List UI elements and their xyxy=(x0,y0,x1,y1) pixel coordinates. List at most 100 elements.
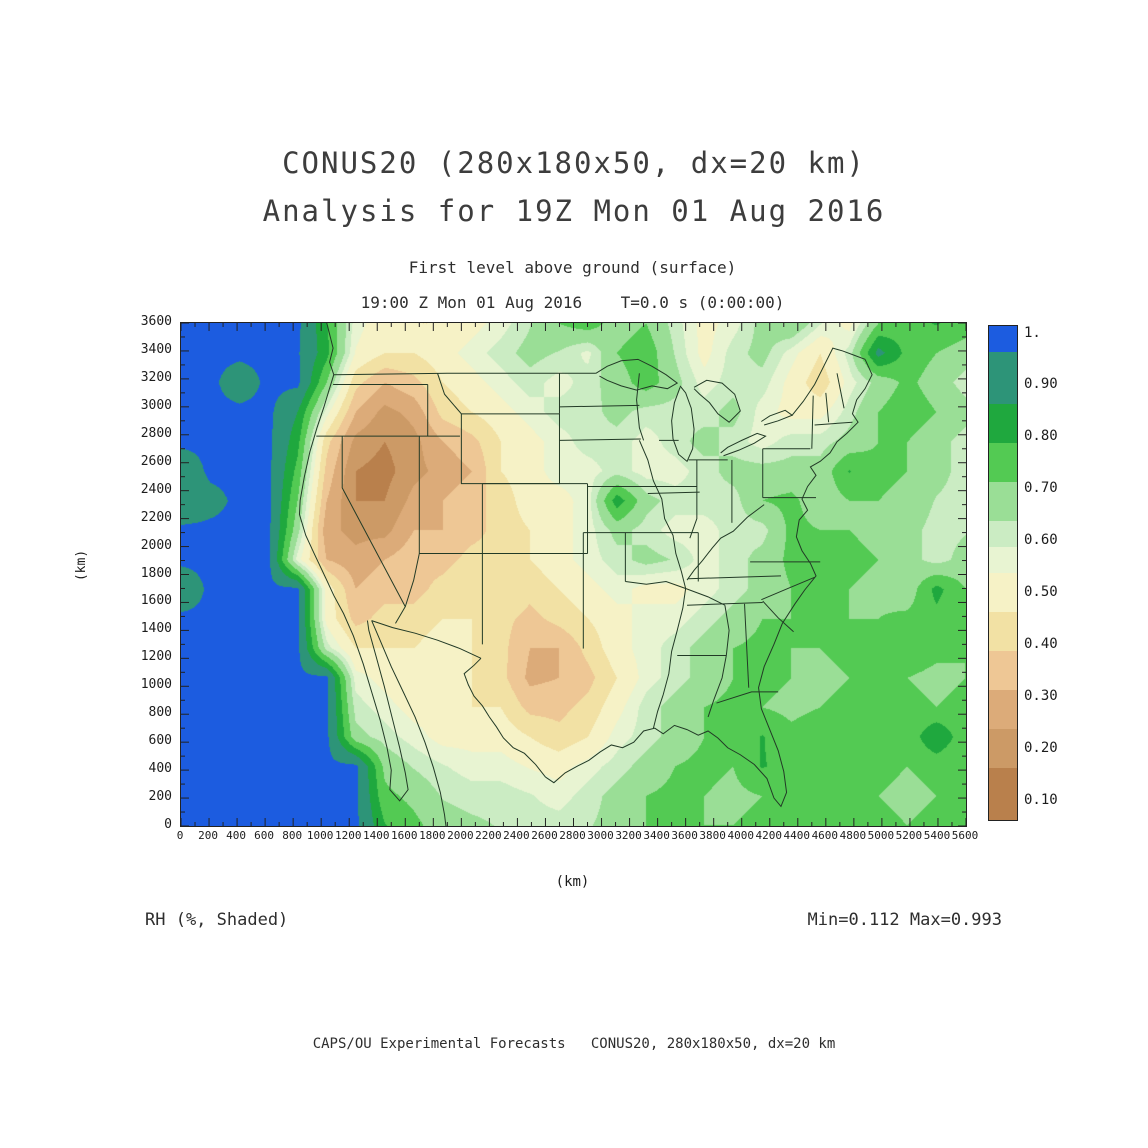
x-tick-label: 4000 xyxy=(727,829,754,842)
colorbar-segment xyxy=(989,482,1017,521)
x-tick-label: 2800 xyxy=(559,829,586,842)
y-tick-label: 1600 xyxy=(140,593,172,609)
map-border-line xyxy=(648,492,700,493)
map-border-line xyxy=(559,405,639,406)
map-border-line xyxy=(763,601,794,632)
map-border-line xyxy=(745,604,749,688)
y-tick-label: 0 xyxy=(164,817,172,832)
y-tick-label: 1000 xyxy=(140,677,172,693)
map-border-line xyxy=(837,373,844,408)
map-border-line xyxy=(637,373,644,440)
map-border-line xyxy=(761,410,792,425)
colorbar-tick-label: 1. xyxy=(1024,325,1041,341)
colorbar-tick-label: 0.60 xyxy=(1024,532,1058,548)
colorbar-segment xyxy=(989,443,1017,482)
y-axis-tick-labels: 0 200 400 600 800 1000 1200 1400 1600 1800 2000 220… xyxy=(108,314,172,832)
map-border-line xyxy=(694,380,740,422)
y-tick-label: 800 xyxy=(148,705,172,721)
map-border-line xyxy=(812,396,813,449)
colorbar xyxy=(988,325,1018,821)
y-tick-label: 3600 xyxy=(140,314,172,329)
y-tick-label: 2400 xyxy=(140,481,172,497)
y-tick-label: 2800 xyxy=(140,425,172,441)
map-border-line xyxy=(405,554,419,607)
map-border-line xyxy=(721,433,766,455)
map-border-line xyxy=(545,359,872,806)
x-tick-label: 3600 xyxy=(671,829,698,842)
x-tick-label: 3200 xyxy=(615,829,642,842)
x-tick-label: 200 xyxy=(198,829,218,842)
colorbar-segment xyxy=(989,521,1017,547)
colorbar-segment xyxy=(989,768,1017,820)
map-border-line xyxy=(464,658,545,777)
x-tick-label: 0 xyxy=(176,829,184,842)
x-tick-label: 600 xyxy=(254,829,275,842)
x-tick-label: 1400 xyxy=(363,829,390,842)
map-border-line xyxy=(596,359,677,390)
colorbar-labels: 1. 0.90 0.80 0.70 0.60 0.50 0.40 0.30 0.20 0.10 xyxy=(1024,325,1094,819)
map-plot-area xyxy=(180,322,967,827)
x-tick-label: 1000 xyxy=(306,829,334,842)
map-border-line xyxy=(342,436,405,623)
x-tick-label: 4800 xyxy=(839,829,867,842)
map-border-line xyxy=(687,602,763,605)
map-border-line xyxy=(815,422,853,425)
colorbar-tick-label: 0.10 xyxy=(1024,792,1058,808)
colorbar-segment xyxy=(989,352,1017,404)
y-axis-title: (km) xyxy=(74,549,90,582)
colorbar-segment xyxy=(989,690,1017,729)
min-max-label: Min=0.112 Max=0.993 xyxy=(807,910,1002,930)
y-tick-label: 600 xyxy=(148,733,172,749)
y-tick-label: 200 xyxy=(148,789,172,805)
y-tick-label: 2600 xyxy=(140,453,172,469)
colorbar-segment xyxy=(989,404,1017,443)
colorbar-tick-label: 0.30 xyxy=(1024,688,1058,704)
map-border-line xyxy=(438,373,462,414)
x-tick-label: 1600 xyxy=(391,829,418,842)
x-tick-label: 5000 xyxy=(867,829,895,842)
colorbar-tick-label: 0.80 xyxy=(1024,428,1058,444)
x-tick-label: 4400 xyxy=(783,829,811,842)
colorbar-tick-label: 0.40 xyxy=(1024,636,1058,652)
y-tick-label: 1800 xyxy=(140,565,172,581)
map-border-line xyxy=(716,692,778,703)
map-border-line xyxy=(826,393,829,422)
title-model: CONUS20 (280x180x50, dx=20 km) xyxy=(282,146,866,180)
x-tick-label: 2400 xyxy=(503,829,530,842)
map-border-line xyxy=(690,460,697,538)
x-axis-title: (km) xyxy=(555,874,590,890)
colorbar-tick-label: 0.90 xyxy=(1024,376,1058,392)
x-tick-label: 4200 xyxy=(755,829,783,842)
colorbar-tick-label: 0.20 xyxy=(1024,740,1058,756)
y-tick-label: 2000 xyxy=(140,537,172,553)
map-border-line xyxy=(559,439,640,440)
colorbar-segment xyxy=(989,612,1017,651)
x-tick-label: 2200 xyxy=(475,829,502,842)
y-tick-label: 3000 xyxy=(140,397,172,413)
colorbar-segment xyxy=(989,651,1017,690)
x-tick-label: 3400 xyxy=(643,829,670,842)
credit-line: CAPS/OU Experimental Forecasts CONUS20, … xyxy=(312,1036,836,1052)
map-border-line xyxy=(688,576,781,579)
x-tick-label: 1800 xyxy=(419,829,446,842)
x-tick-label: 2600 xyxy=(531,829,558,842)
colorbar-segment xyxy=(989,573,1017,612)
x-tick-label: 4600 xyxy=(811,829,839,842)
colorbar-tick-label: 0.70 xyxy=(1024,480,1058,496)
axis-ticks-svg xyxy=(181,323,966,826)
map-border-line xyxy=(792,348,865,415)
y-tick-label: 3200 xyxy=(140,369,172,385)
x-tick-label: 3000 xyxy=(587,829,614,842)
x-tick-label: 5400 xyxy=(923,829,951,842)
colorbar-segment xyxy=(989,547,1017,573)
y-tick-label: 400 xyxy=(148,761,172,777)
colorbar-segment xyxy=(989,326,1017,352)
colorbar-tick-label: 0.50 xyxy=(1024,584,1058,600)
colorbar-segment xyxy=(989,729,1017,768)
y-tick-label: 1200 xyxy=(140,649,172,665)
x-tick-label: 800 xyxy=(282,829,303,842)
map-border-line xyxy=(639,440,685,728)
y-tick-label: 2200 xyxy=(140,509,172,525)
y-tick-label: 1400 xyxy=(140,621,172,637)
